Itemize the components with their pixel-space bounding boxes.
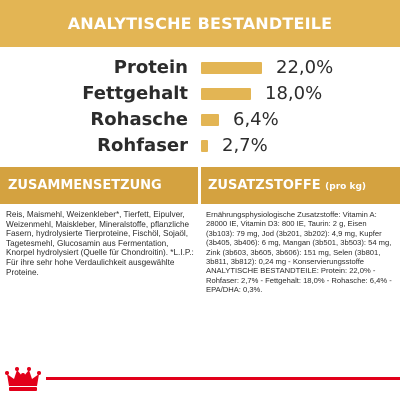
- nutrient-value: 18,0%: [265, 83, 323, 104]
- composition-text: Reis, Maismehl, Weizenkleber*, Tierfett,…: [6, 210, 194, 277]
- nutrient-row-fettgehalt: Fettgehalt 18,0%: [0, 82, 400, 106]
- nutrient-row-protein: Protein 22,0%: [0, 56, 400, 80]
- additives-title-main: ZUSATZSTOFFE: [208, 178, 321, 193]
- nutrient-bar: [201, 140, 208, 152]
- additives-title-suffix: (pro kg): [325, 182, 367, 192]
- footer-rule: [46, 377, 400, 380]
- royal-canin-crown-icon: [5, 367, 41, 391]
- nutrient-label: Rohfaser: [97, 135, 188, 156]
- nutrient-row-rohasche: Rohasche 6,4%: [0, 108, 400, 132]
- composition-header: ZUSAMMENSETZUNG: [0, 167, 198, 204]
- nutrient-label: Protein: [113, 57, 188, 78]
- nutrient-value: 6,4%: [233, 109, 279, 130]
- nutrient-label: Rohasche: [90, 109, 188, 130]
- additives-line: ANALYTISCHE BESTANDTEILE: Protein: 22,0%…: [206, 266, 392, 295]
- page-title: ANALYTISCHE BESTANDTEILE: [67, 14, 333, 33]
- composition-title: ZUSAMMENSETZUNG: [8, 178, 162, 193]
- additives-title: ZUSATZSTOFFE (pro kg): [208, 178, 366, 193]
- nutrient-value: 2,7%: [222, 135, 268, 156]
- additives-text: Ernährungsphysiologische Zusatzstoffe: V…: [206, 210, 396, 295]
- nutrient-row-rohfaser: Rohfaser 2,7%: [0, 134, 400, 158]
- nutrient-bar: [201, 62, 262, 74]
- additives-header: ZUSATZSTOFFE (pro kg): [201, 167, 400, 204]
- nutrient-bar: [201, 114, 219, 126]
- nutrient-label: Fettgehalt: [82, 83, 188, 104]
- additives-line: Ernährungsphysiologische Zusatzstoffe: V…: [206, 210, 392, 267]
- nutrient-value: 22,0%: [276, 57, 334, 78]
- header-band: ANALYTISCHE BESTANDTEILE: [0, 0, 400, 47]
- nutrient-bar: [201, 88, 251, 100]
